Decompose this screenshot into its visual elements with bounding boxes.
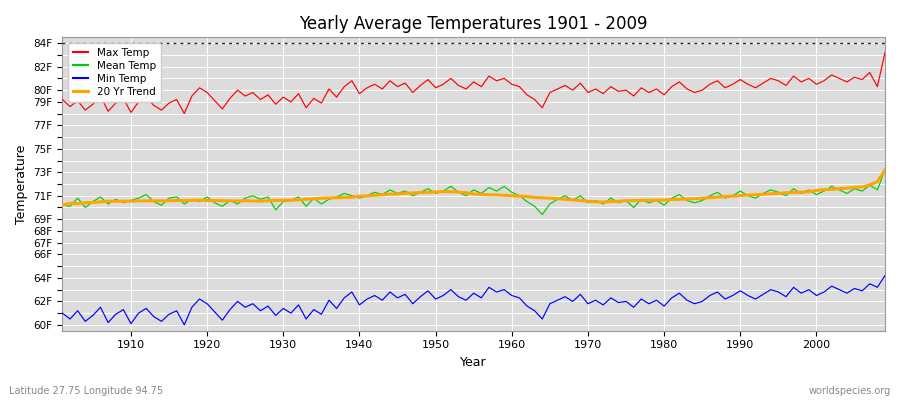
Legend: Max Temp, Mean Temp, Min Temp, 20 Yr Trend: Max Temp, Mean Temp, Min Temp, 20 Yr Tre… — [68, 42, 161, 102]
Title: Yearly Average Temperatures 1901 - 2009: Yearly Average Temperatures 1901 - 2009 — [300, 15, 648, 33]
X-axis label: Year: Year — [461, 356, 487, 369]
Text: Latitude 27.75 Longitude 94.75: Latitude 27.75 Longitude 94.75 — [9, 386, 163, 396]
Text: worldspecies.org: worldspecies.org — [809, 386, 891, 396]
Y-axis label: Temperature: Temperature — [15, 144, 28, 224]
